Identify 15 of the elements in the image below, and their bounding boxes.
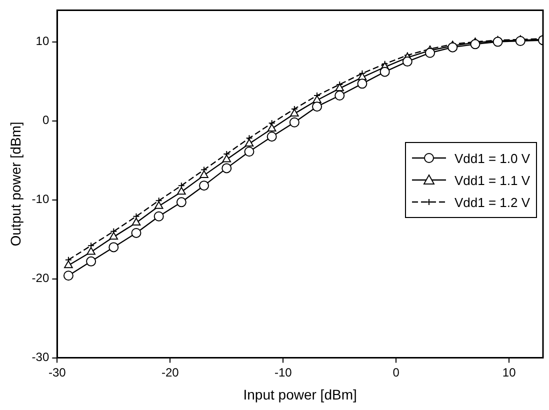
legend-label: Vdd1 = 1.1 V <box>454 172 530 188</box>
y-tick-label: -30 <box>32 350 50 364</box>
x-tick-label: -10 <box>274 365 292 380</box>
x-tick-label: -20 <box>161 365 180 380</box>
y-axis-title: Output power [dBm] <box>7 122 24 246</box>
x-axis-title: Input power [dBm] <box>243 386 357 402</box>
y-tick-label: -10 <box>32 192 50 206</box>
x-tick-label: -30 <box>48 365 66 380</box>
x-tick-label: 10 <box>502 365 516 380</box>
legend-label: Vdd1 = 1.2 V <box>454 194 530 210</box>
legend-label: Vdd1 = 1.0 V <box>454 150 530 166</box>
y-tick-label: -20 <box>32 271 50 286</box>
y-tick-label: 0 <box>42 113 50 128</box>
y-tick-label: 10 <box>36 34 50 48</box>
x-tick-label: 0 <box>392 365 400 380</box>
